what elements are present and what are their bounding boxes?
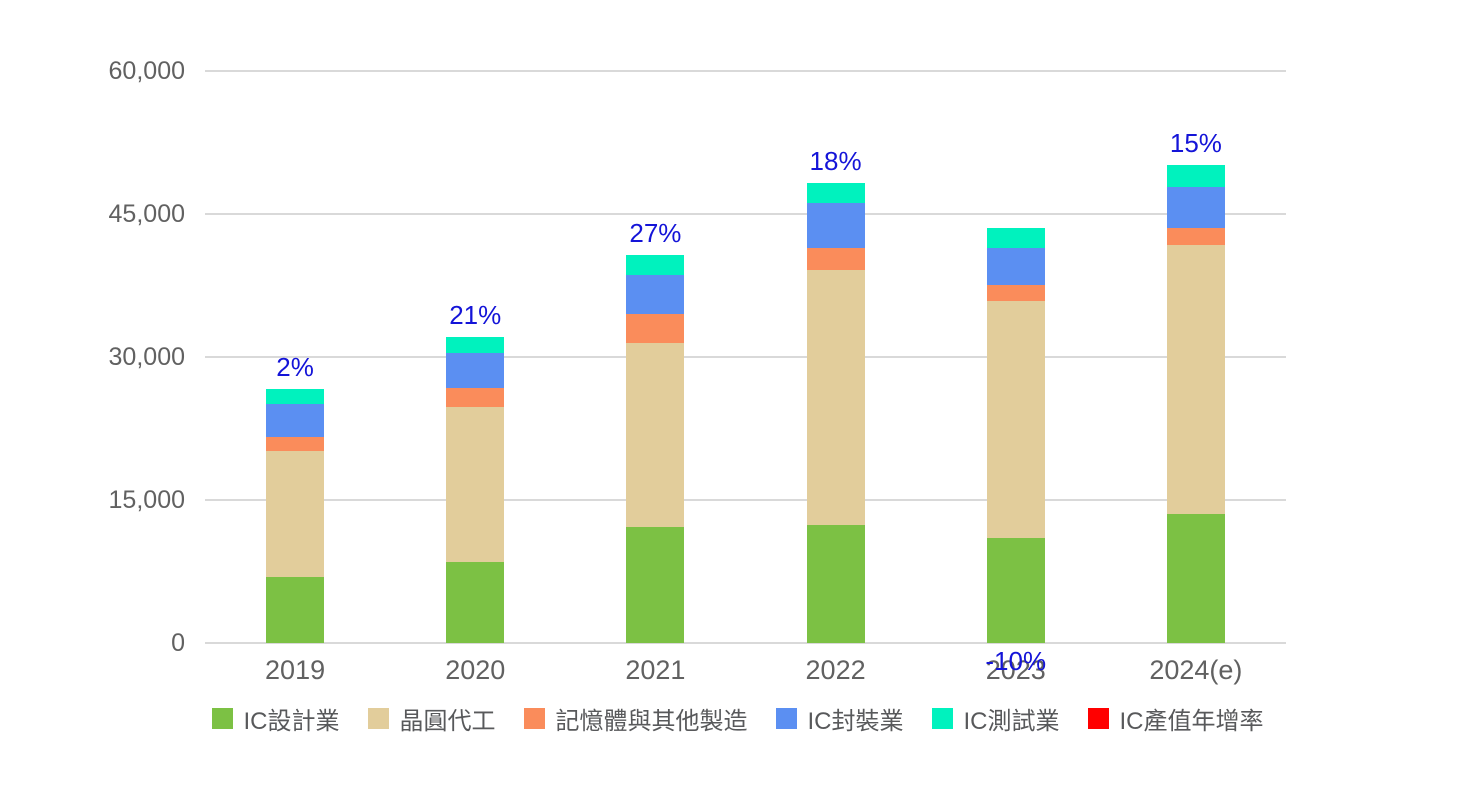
y-axis-label: 45,000 <box>108 200 185 228</box>
x-axis-label: 2019 <box>265 655 326 685</box>
y-axis-label: 60,000 <box>108 57 185 85</box>
legend-swatch <box>775 708 797 729</box>
bar-segment <box>806 203 865 248</box>
x-axis-label: 2021 <box>625 655 686 685</box>
legend-item: IC封裝業 <box>775 701 904 736</box>
legend-label: IC封裝業 <box>807 708 904 735</box>
gridline <box>205 356 1286 358</box>
legend-label: 記憶體與其他製造 <box>555 708 748 735</box>
bar-segment <box>446 353 505 389</box>
legend-label: IC測試業 <box>963 708 1060 735</box>
y-axis-label: 30,000 <box>108 343 185 371</box>
bar-segment <box>266 450 325 578</box>
growth-rate-label: -10% <box>985 646 1047 676</box>
gridline <box>205 213 1286 215</box>
bar-segment <box>626 314 685 343</box>
bar-segment <box>1166 186 1225 229</box>
bar-segment <box>266 404 325 437</box>
legend-label: IC設計業 <box>243 708 340 735</box>
bar-segment <box>806 182 865 204</box>
bar-segment <box>266 388 325 405</box>
y-axis-label: 15,000 <box>108 486 185 514</box>
legend-label: 晶圓代工 <box>399 708 496 735</box>
bar-segment <box>446 407 505 562</box>
legend-swatch <box>367 708 389 729</box>
bar-segment <box>1166 164 1225 187</box>
bar-segment <box>446 561 505 643</box>
chart-legend: IC設計業 晶圓代工 記憶體與其他製造 IC封裝業 IC測試業 IC產值年增率 <box>0 701 1475 736</box>
gridline <box>205 499 1286 501</box>
bar-segment <box>446 336 505 354</box>
bar-segment <box>1166 244 1225 514</box>
bar-segment <box>266 436 325 451</box>
x-axis-label: 2022 <box>805 655 866 685</box>
growth-rate-label: 27% <box>629 217 682 248</box>
bar-segment <box>986 300 1045 539</box>
bar-segment <box>806 524 865 643</box>
legend-item: IC設計業 <box>211 701 340 736</box>
bar-segment <box>626 527 685 643</box>
growth-rate-label: 18% <box>809 145 862 176</box>
legend-item: IC測試業 <box>931 701 1060 736</box>
bar-segment <box>1166 514 1225 643</box>
x-axis-label: 2023 <box>985 655 1046 685</box>
gridline <box>205 642 1286 644</box>
bar-segment <box>986 538 1045 643</box>
bar-segment <box>626 342 685 528</box>
bar-segment <box>266 577 325 643</box>
bar-segment <box>626 254 685 275</box>
bar-segment <box>986 247 1045 285</box>
legend-item: 記憶體與其他製造 <box>523 701 748 736</box>
legend-swatch <box>931 708 953 729</box>
bar-segment <box>986 284 1045 301</box>
legend-swatch <box>1087 708 1109 729</box>
x-axis-label: 2020 <box>445 655 506 685</box>
bar-segment <box>626 275 685 315</box>
growth-rate-label: 21% <box>449 299 502 330</box>
bar-segment <box>1166 228 1225 245</box>
y-axis-label: 0 <box>171 629 185 657</box>
legend-swatch <box>211 708 233 729</box>
growth-rate-label: 2% <box>276 351 314 382</box>
legend-label: IC產值年增率 <box>1119 708 1264 735</box>
bar-segment <box>806 247 865 270</box>
legend-item: 晶圓代工 <box>367 701 496 736</box>
bar-segment <box>446 388 505 408</box>
legend-item: IC產值年增率 <box>1087 701 1264 736</box>
gridline <box>205 70 1286 72</box>
x-axis-label: 2024(e) <box>1149 655 1243 685</box>
growth-rate-label: 15% <box>1169 127 1222 158</box>
bar-segment <box>986 228 1045 248</box>
bar-segment <box>806 269 865 525</box>
legend-swatch <box>523 708 545 729</box>
